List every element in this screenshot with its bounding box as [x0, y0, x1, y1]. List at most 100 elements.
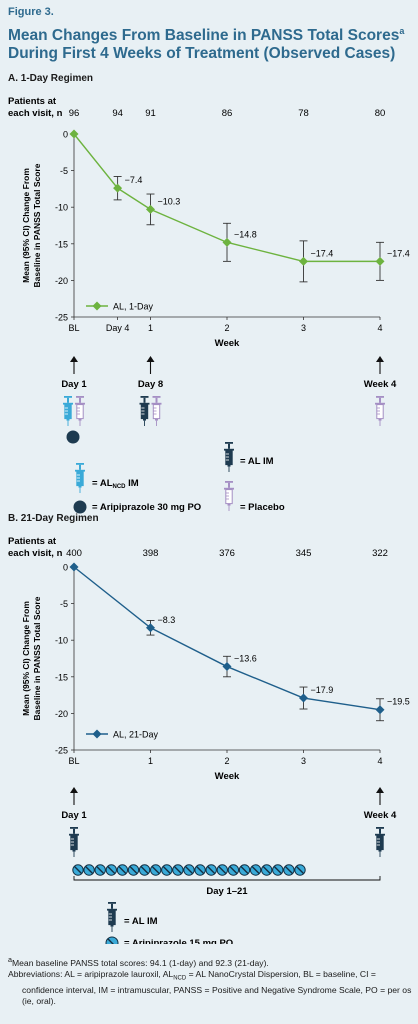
a-data-point: [69, 129, 79, 139]
b-daily-pill-icon: [116, 864, 129, 876]
a-patients-n: 86: [222, 108, 233, 119]
b-x-tick-label: BL: [68, 756, 79, 766]
b-ylabel-line-1: Mean (95% CI) Change From: [21, 601, 31, 716]
b-key-aripiprazole-label: = Aripiprazole 15 mg PO: [124, 938, 233, 944]
b-daily-pill-icon: [272, 864, 284, 876]
b-key-aripiprazole-pill-icon: [105, 936, 119, 944]
b-daily-pill-icon: [150, 864, 162, 876]
a-y-tick-label: -10: [55, 203, 68, 213]
a-series-line: [73, 133, 380, 263]
a-dose-arrowhead: [376, 356, 384, 362]
a-ylabel-line-2: Baseline in PANSS Total Score: [32, 163, 42, 287]
a-patients-n: 80: [375, 108, 386, 119]
b-daily-pill-icon: [183, 864, 195, 876]
b-y-tick-label: -25: [55, 746, 68, 756]
b-data-point: [69, 562, 79, 572]
a-legend: AL, 1-Day: [86, 301, 154, 312]
a-key-placebo-syringe-icon: [224, 481, 234, 511]
b-daily-pills: [72, 864, 306, 876]
b-daily-pill-icon: [105, 864, 118, 876]
b-daily-pill-icon: [172, 864, 184, 876]
a-data-point: [113, 183, 123, 193]
b-daily-pill-icon: [205, 864, 217, 876]
a-dose-label: Day 1: [61, 379, 87, 390]
a-key-al-label: = AL IM: [240, 456, 274, 467]
b-patients-label-2: each visit, n: [8, 548, 63, 559]
b-legend: AL, 21-Day: [86, 729, 159, 740]
b-daily-pill-icon: [249, 864, 262, 876]
a-patients-n: 91: [145, 108, 156, 119]
a-xlabel: Week: [215, 338, 240, 349]
b-data-label: −8.3: [158, 615, 176, 625]
b-data-label: −17.9: [311, 685, 334, 695]
a-ylabel-line-1: Mean (95% CI) Change From: [21, 168, 31, 283]
b-legend-label: AL, 21-Day: [113, 730, 159, 740]
b-week4-al-syringe-icon: [375, 827, 385, 857]
b-key-al-syringe-icon: [107, 902, 117, 932]
b-patients-n: 345: [296, 548, 312, 559]
a-x-tick-label: 4: [377, 323, 382, 333]
a-patients-label-1: Patients at: [8, 96, 57, 107]
b-data-point: [299, 693, 308, 703]
a-patients-n: 96: [69, 108, 80, 119]
b-dose-label: Day 1: [61, 810, 87, 821]
b-xlabel: Week: [215, 771, 240, 782]
b-daily-pill-icon: [261, 864, 273, 876]
a-y-tick-label: 0: [63, 130, 68, 140]
b-dose-arrowhead: [376, 787, 384, 793]
b-patients-n: 322: [372, 548, 388, 559]
a-y-tick-label: -20: [55, 276, 68, 286]
a-data-label: −17.4: [387, 248, 410, 258]
a-data-label: −10.3: [158, 196, 181, 206]
b-daily-pill-icon: [127, 864, 140, 876]
a-key-aripiprazole-pill-icon: [73, 500, 87, 514]
b-dose-arrowhead: [70, 787, 78, 793]
a-dose-arrowhead: [146, 356, 155, 362]
b-patients-n: 400: [66, 548, 82, 559]
a-day1-placebo-syringe-icon: [75, 396, 85, 426]
b-dose-label: Week 4: [364, 810, 397, 821]
a-data-point: [375, 256, 385, 266]
a-ylabel: Mean (95% CI) Change From Baseline in PAN…: [21, 163, 42, 287]
b-x-tick-label: 2: [224, 756, 229, 766]
a-data-label: −14.8: [234, 229, 257, 239]
b-y-tick-label: 0: [63, 563, 68, 573]
a-y-tick-label: -15: [55, 239, 68, 249]
b-y-tick-label: -20: [55, 709, 68, 719]
figure-title: Mean Changes From Baseline in PANSS Tota…: [8, 22, 413, 63]
title-line-2: During First 4 Weeks of Treatment (Obser…: [8, 45, 396, 63]
section-b-title: B. 21-Day Regimen: [8, 513, 99, 524]
b-patients-label-1: Patients at: [8, 536, 57, 547]
b-day1-al-syringe-icon: [69, 827, 79, 857]
b-daily-pill-icon: [238, 864, 251, 876]
a-legend-marker: [92, 301, 102, 311]
a-data-point: [299, 256, 308, 266]
footnote: aMean baseline PANSS total scores: 94.1 …: [8, 955, 412, 1007]
a-key-al-syringe-icon: [224, 442, 234, 472]
b-ylabel: Mean (95% CI) Change From Baseline in PAN…: [21, 596, 42, 720]
b-data-point: [375, 705, 385, 715]
a-x-tick-label: Day 4: [106, 323, 130, 333]
a-y-tick-label: -5: [60, 166, 68, 176]
b-daily-pill-icon: [216, 864, 229, 876]
footnote-abbr-sub: NCD: [173, 975, 187, 982]
b-y-tick-label: -5: [60, 599, 68, 609]
a-x-tick-label: 3: [301, 323, 306, 333]
b-daily-pill-icon: [194, 864, 206, 876]
b-pills-bracket: [73, 876, 381, 881]
a-data-label: −17.4: [311, 248, 334, 258]
b-legend-marker: [92, 729, 102, 739]
figure-label: Figure 3.: [8, 6, 54, 18]
b-key-al-label: = AL IM: [124, 916, 158, 927]
a-key-aripiprazole-label: = Aripiprazole 30 mg PO: [92, 502, 201, 513]
b-x-tick-label: 4: [377, 756, 382, 766]
a-legend-label: AL, 1-Day: [113, 302, 154, 312]
b-daily-pill-icon: [138, 864, 151, 876]
b-data-point: [146, 623, 155, 633]
a-day1-aripiprazole-pill-icon: [66, 430, 80, 444]
b-x-tick-label: 1: [148, 756, 153, 766]
a-dose-arrowhead: [70, 356, 78, 362]
a-patients-label-2: each visit, n: [8, 108, 63, 119]
